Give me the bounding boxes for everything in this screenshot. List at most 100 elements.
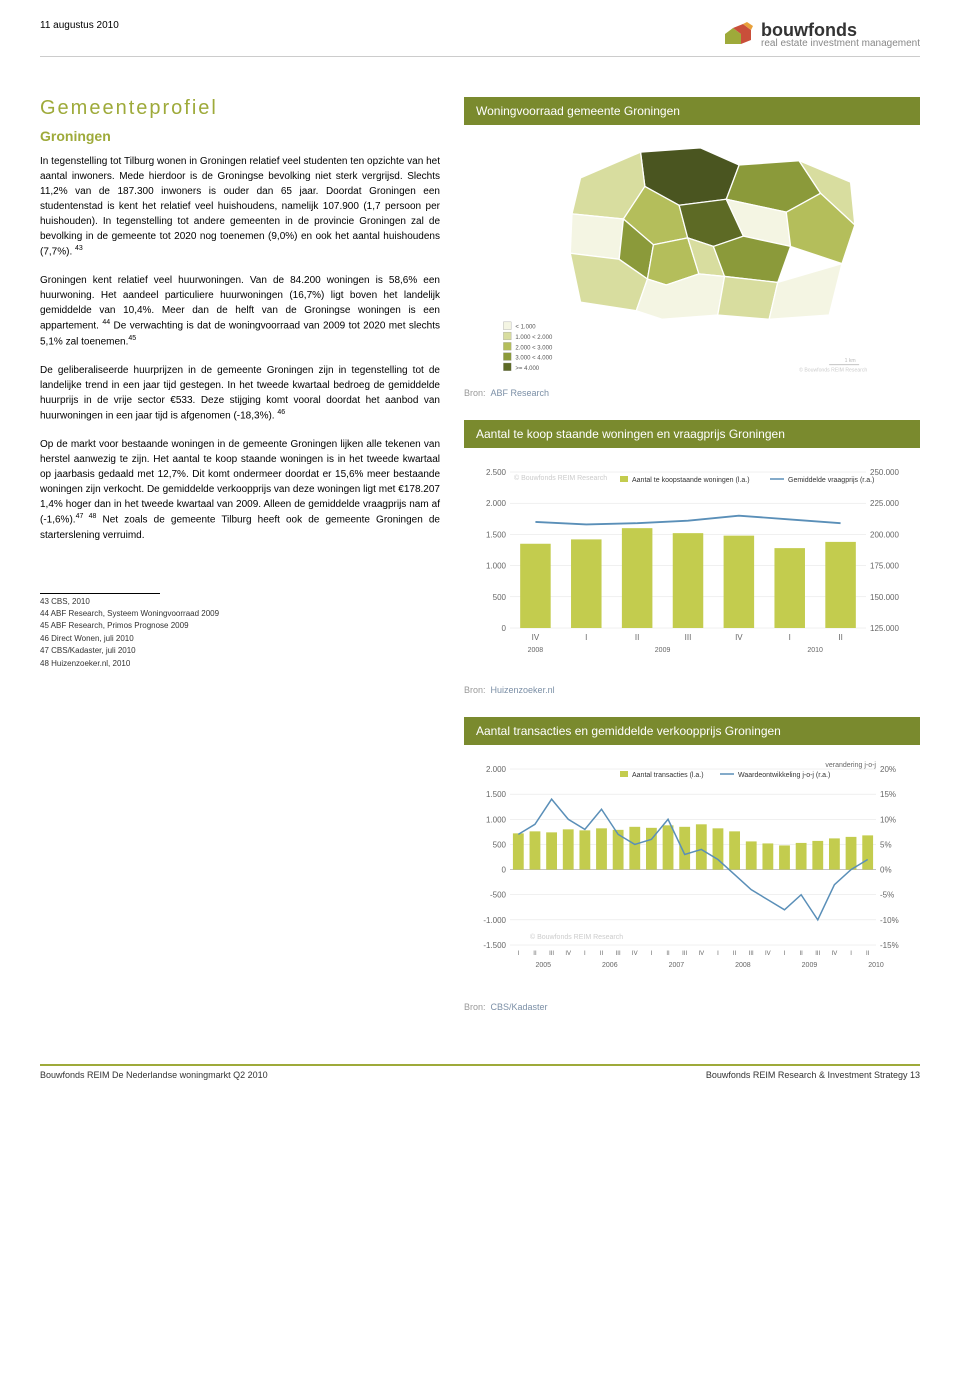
svg-text:© Bouwfonds REIM Research: © Bouwfonds REIM Research: [514, 474, 607, 482]
header-date: 11 augustus 2010: [40, 20, 119, 31]
map-bron-value: ABF Research: [491, 388, 550, 398]
chart2-panel: Aantal transacties en gemiddelde verkoop…: [464, 717, 920, 1014]
svg-text:IV: IV: [765, 951, 771, 957]
svg-text:2009: 2009: [655, 647, 671, 654]
svg-text:500: 500: [493, 840, 507, 849]
ref-43: 43 CBS, 2010: [40, 597, 300, 607]
svg-text:III: III: [815, 951, 820, 957]
svg-text:10%: 10%: [880, 815, 896, 824]
svg-text:500: 500: [493, 593, 507, 602]
svg-text:II: II: [635, 633, 639, 642]
svg-text:Aantal transacties (l.a.): Aantal transacties (l.a.): [632, 772, 704, 779]
svg-text:I: I: [789, 633, 791, 642]
choropleth-map: < 1.0001.000 < 2.0002.000 < 3.0003.000 <…: [466, 135, 918, 375]
map-panel: Woningvoorraad gemeente Groningen < 1.00…: [464, 97, 920, 400]
svg-text:1.000 < 2.000: 1.000 < 2.000: [515, 335, 553, 341]
chart1-title: Aantal te koop staande woningen en vraag…: [464, 420, 920, 448]
svg-text:150.000: 150.000: [870, 593, 899, 602]
paragraph-1: In tegenstelling tot Tilburg wonen in Gr…: [40, 154, 440, 259]
paragraph-3: De geliberaliseerde huurprijzen in de ge…: [40, 363, 440, 423]
svg-text:225.000: 225.000: [870, 499, 899, 508]
svg-text:I: I: [784, 951, 786, 957]
svg-text:I: I: [850, 951, 852, 957]
svg-text:1.000: 1.000: [486, 815, 507, 824]
svg-text:IV: IV: [735, 633, 743, 642]
svg-text:IV: IV: [565, 951, 571, 957]
svg-text:verandering j-o-j: verandering j-o-j: [825, 762, 876, 769]
svg-text:© Bouwfonds REIM Research: © Bouwfonds REIM Research: [799, 367, 867, 374]
svg-text:Waardeontwikkeling j-o-j (r.a.: Waardeontwikkeling j-o-j (r.a.): [738, 772, 830, 779]
svg-text:Gemiddelde vraagprijs (r.a.): Gemiddelde vraagprijs (r.a.): [788, 477, 874, 484]
svg-text:0: 0: [502, 866, 507, 875]
svg-text:2008: 2008: [735, 962, 751, 969]
svg-text:2008: 2008: [528, 647, 544, 654]
brand-logo: bouwfonds real estate investment managem…: [719, 20, 920, 50]
svg-text:2005: 2005: [535, 962, 551, 969]
svg-text:Aantal te koopstaande woningen: Aantal te koopstaande woningen (l.a.): [632, 477, 750, 484]
svg-text:2.000: 2.000: [486, 499, 507, 508]
svg-text:20%: 20%: [880, 765, 896, 774]
page-subtitle: Groningen: [40, 128, 440, 144]
ref-45: 45 ABF Research, Primos Prognose 2009: [40, 621, 300, 631]
svg-text:250.000: 250.000: [870, 468, 899, 477]
svg-text:I: I: [717, 951, 719, 957]
svg-text:2.000 < 3.000: 2.000 < 3.000: [515, 345, 553, 351]
svg-text:-500: -500: [490, 891, 507, 900]
map-bron-label: Bron:: [464, 388, 486, 398]
ref-44: 44 ABF Research, Systeem Woningvoorraad …: [40, 609, 300, 619]
brand-subtitle: real estate investment management: [761, 39, 920, 49]
svg-text:© Bouwfonds REIM Research: © Bouwfonds REIM Research: [530, 933, 623, 941]
ref-47: 47 CBS/Kadaster, juli 2010: [40, 646, 300, 656]
svg-text:IV: IV: [532, 633, 540, 642]
svg-text:2010: 2010: [807, 647, 823, 654]
svg-text:>= 4.000: >= 4.000: [515, 366, 539, 372]
svg-text:1.500: 1.500: [486, 530, 507, 539]
svg-text:III: III: [682, 951, 687, 957]
chart1-barline: 0125.000500150.0001.000175.0001.500200.0…: [472, 456, 912, 666]
svg-text:1.500: 1.500: [486, 790, 507, 799]
svg-text:IV: IV: [698, 951, 704, 957]
svg-text:2009: 2009: [802, 962, 818, 969]
svg-text:200.000: 200.000: [870, 530, 899, 539]
footer-right: Bouwfonds REIM Research & Investment Str…: [706, 1070, 920, 1080]
svg-text:2007: 2007: [669, 962, 685, 969]
svg-text:III: III: [749, 951, 754, 957]
svg-text:II: II: [838, 633, 842, 642]
svg-text:0: 0: [502, 624, 507, 633]
ref-48: 48 Huizenzoeker.nl, 2010: [40, 659, 300, 669]
svg-text:II: II: [799, 951, 803, 957]
svg-text:1.000: 1.000: [486, 562, 507, 571]
svg-text:-5%: -5%: [880, 891, 894, 900]
paragraph-4: Op de markt voor bestaande woningen in d…: [40, 437, 440, 542]
svg-text:II: II: [866, 951, 870, 957]
svg-text:-15%: -15%: [880, 941, 899, 950]
svg-text:III: III: [616, 951, 621, 957]
chart2-title: Aantal transacties en gemiddelde verkoop…: [464, 717, 920, 745]
svg-text:I: I: [517, 951, 519, 957]
svg-text:I: I: [584, 951, 586, 957]
svg-text:1 km: 1 km: [845, 358, 856, 364]
chart1-panel: Aantal te koop staande woningen en vraag…: [464, 420, 920, 697]
brand-name: bouwfonds: [761, 21, 920, 39]
svg-text:2010: 2010: [868, 962, 884, 969]
svg-text:I: I: [651, 951, 653, 957]
svg-text:-10%: -10%: [880, 916, 899, 925]
bouwfonds-logo-icon: [719, 20, 753, 50]
text-column: Gemeenteprofiel Groningen In tegenstelli…: [40, 97, 440, 1034]
svg-text:2.000: 2.000: [486, 765, 507, 774]
svg-text:< 1.000: < 1.000: [515, 325, 536, 331]
ref-46: 46 Direct Wonen, juli 2010: [40, 634, 300, 644]
svg-text:IV: IV: [632, 951, 638, 957]
svg-text:II: II: [666, 951, 670, 957]
page-header: 11 augustus 2010 bouwfonds real estate i…: [40, 20, 920, 57]
svg-text:II: II: [533, 951, 537, 957]
svg-text:2006: 2006: [602, 962, 618, 969]
paragraph-2: Groningen kent relatief veel huurwoninge…: [40, 273, 440, 349]
svg-text:-1.500: -1.500: [483, 941, 506, 950]
chart1-bron-value: Huizenzoeker.nl: [491, 685, 555, 695]
svg-text:125.000: 125.000: [870, 624, 899, 633]
charts-column: Woningvoorraad gemeente Groningen < 1.00…: [464, 97, 920, 1034]
chart2-barline: 2.00020%1.50015%1.00010%5005%00%-500-5%-…: [472, 753, 912, 983]
svg-text:0%: 0%: [880, 866, 892, 875]
chart2-bron-label: Bron:: [464, 1002, 486, 1012]
